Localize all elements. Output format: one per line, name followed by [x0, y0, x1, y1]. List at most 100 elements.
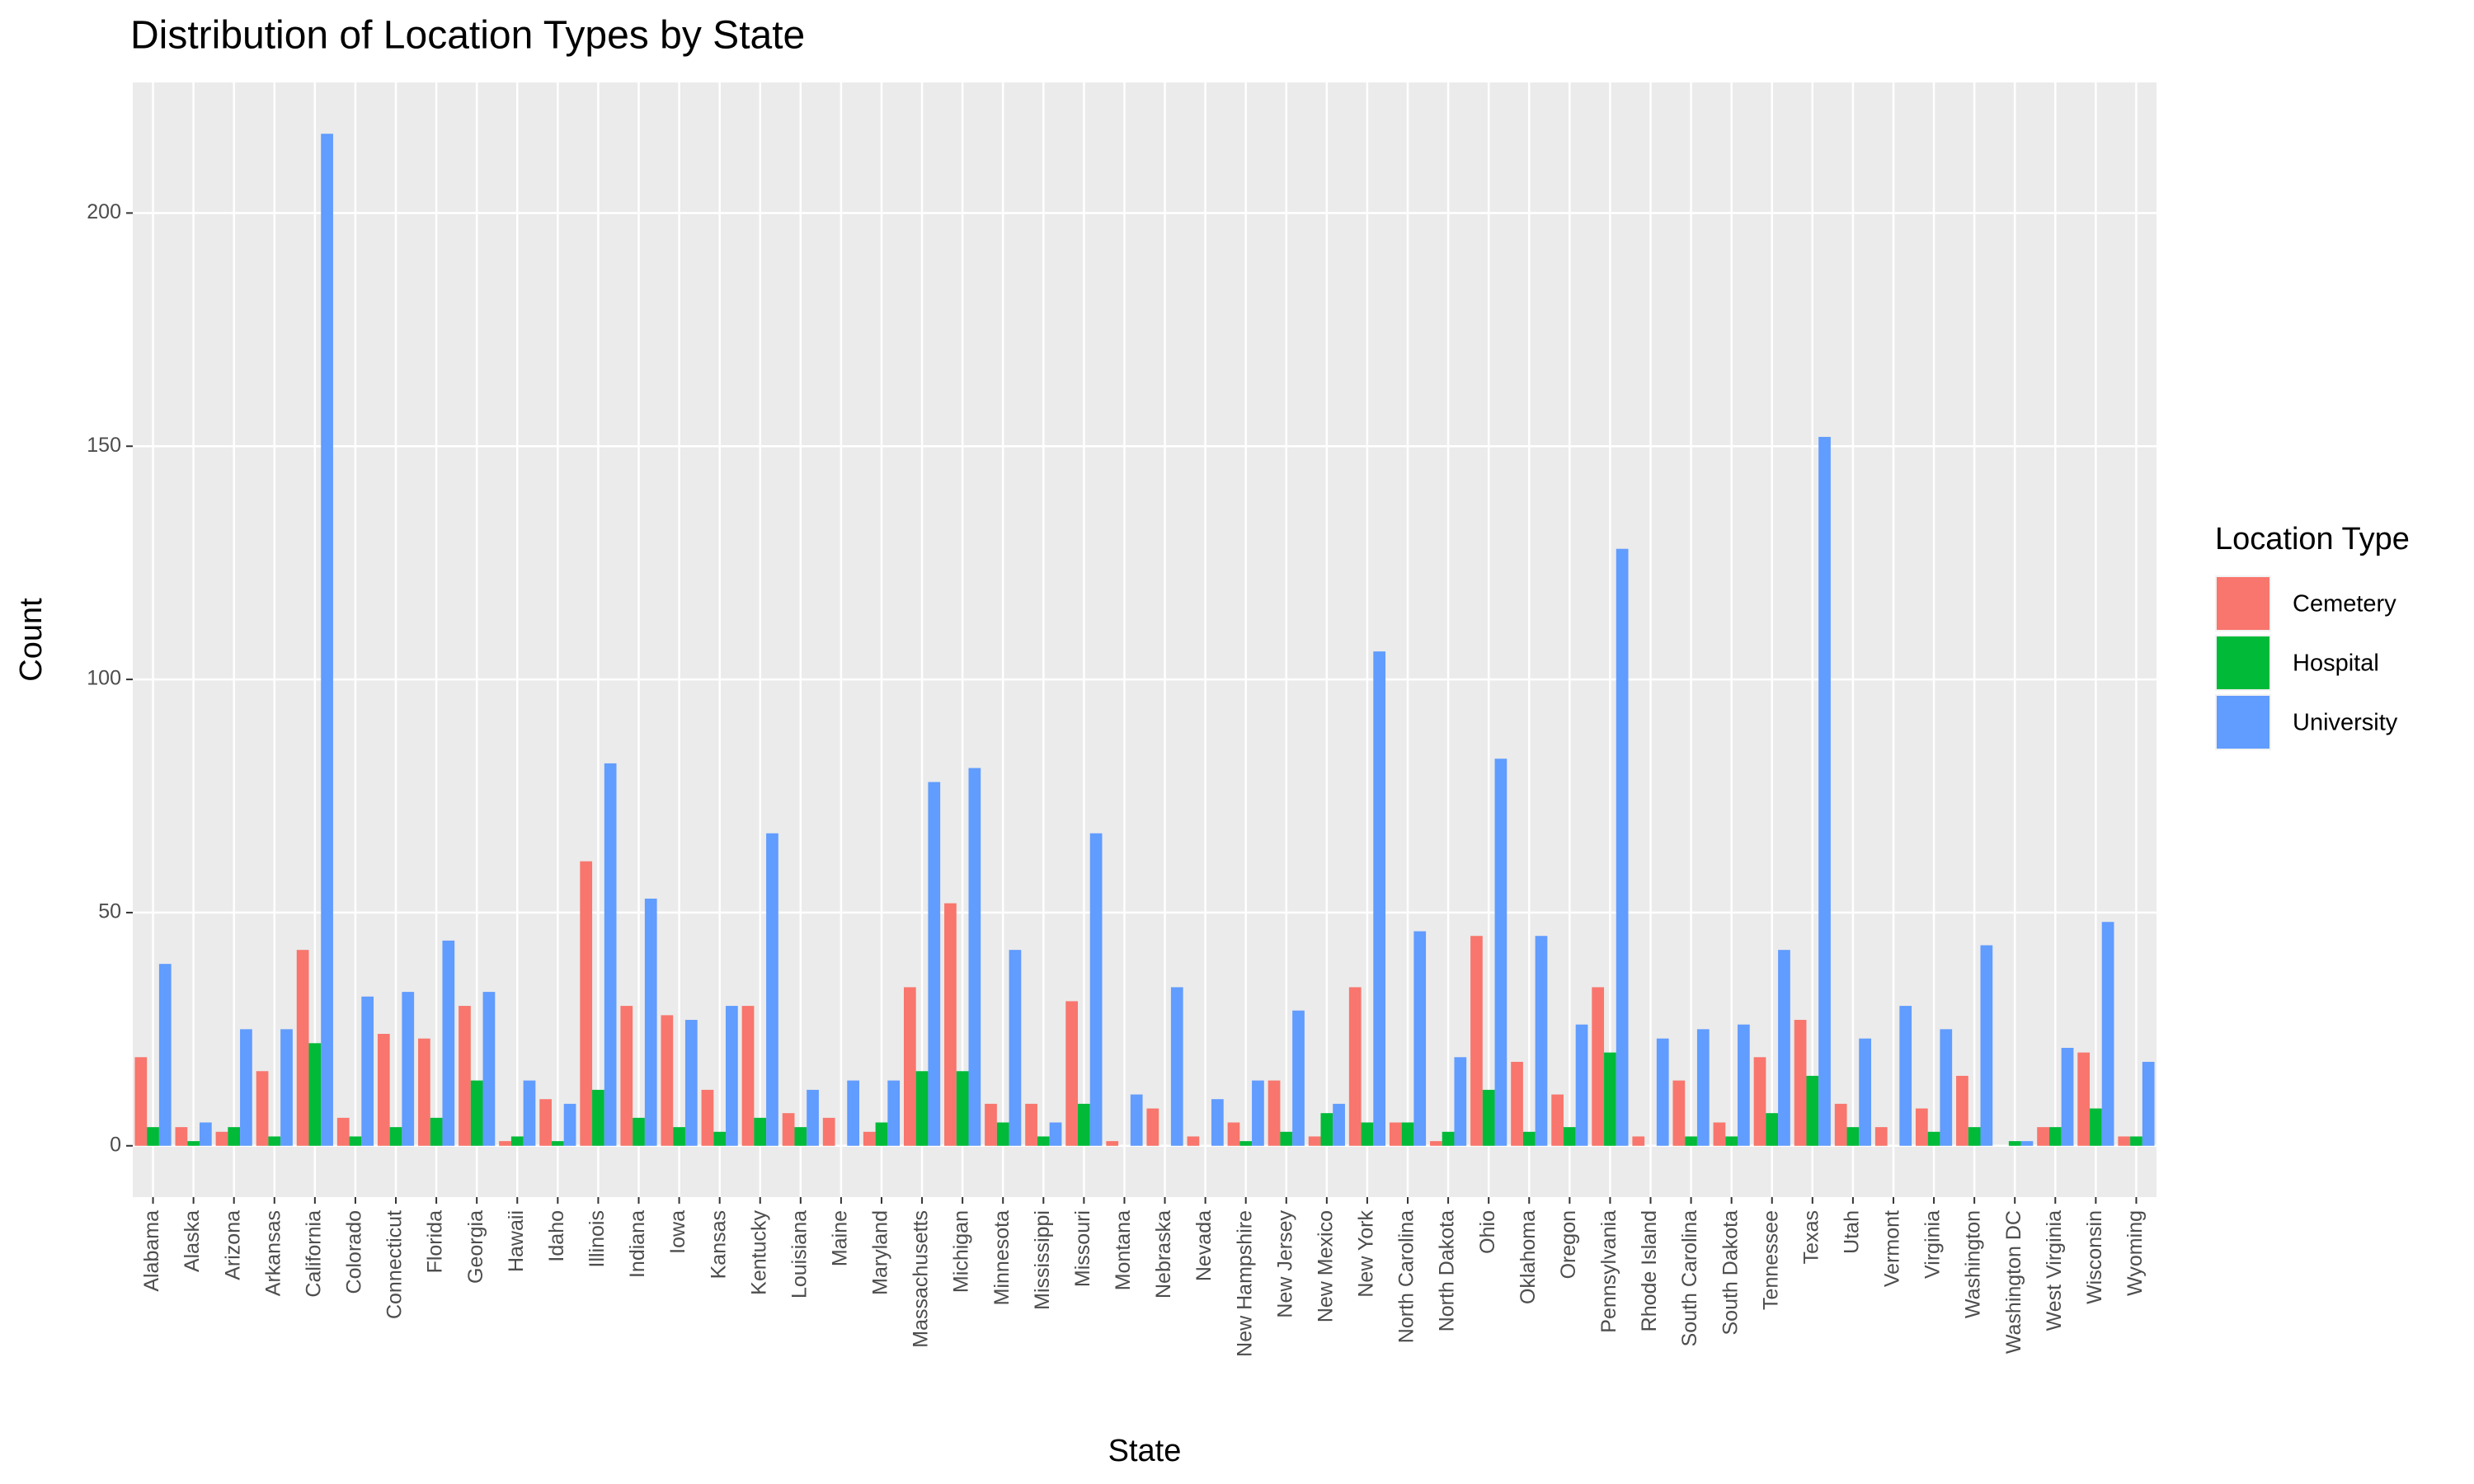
bar [1563, 1127, 1576, 1146]
bar [2077, 1052, 2091, 1146]
bar [1956, 1075, 1968, 1146]
x-tick-label: Iowa [666, 1210, 689, 1254]
x-tick-label: Illinois [586, 1210, 609, 1267]
bar [2142, 1061, 2155, 1146]
bar [1859, 1038, 1871, 1146]
bar [766, 833, 778, 1146]
bar [280, 1029, 293, 1146]
x-tick-label: Kentucky [747, 1210, 770, 1295]
x-tick-label: New Hampshire [1233, 1210, 1256, 1357]
bar [1333, 1103, 1345, 1146]
x-tick-label: New Jersey [1273, 1210, 1296, 1318]
legend-title: Location Type [2215, 522, 2410, 556]
x-tick-label: Indiana [626, 1210, 649, 1278]
bar [158, 964, 172, 1146]
x-tick-label: Kansas [707, 1210, 730, 1279]
bar [2130, 1136, 2142, 1146]
bar [1806, 1075, 1819, 1146]
bar [389, 1127, 402, 1146]
bar [1551, 1094, 1564, 1146]
x-tick-label: Colorado [343, 1210, 366, 1294]
x-tick-label: Hawaii [505, 1210, 528, 1272]
bar [349, 1136, 362, 1146]
bar [470, 1080, 483, 1146]
x-tick-label: Utah [1841, 1210, 1864, 1254]
bar [794, 1127, 807, 1146]
bar [1280, 1131, 1293, 1146]
bar [887, 1080, 901, 1146]
bar [1065, 1001, 1079, 1146]
y-axis-title: Count [14, 598, 49, 682]
bar [402, 992, 415, 1146]
bar [1834, 1103, 1847, 1146]
bar [1753, 1057, 1766, 1146]
bar [1430, 1141, 1442, 1146]
bar [1373, 651, 1386, 1146]
bar [1482, 1089, 1495, 1146]
x-tick-label: South Carolina [1678, 1210, 1701, 1346]
bar [1616, 548, 1629, 1146]
x-tick-label: Florida [424, 1210, 447, 1274]
bar [822, 1117, 835, 1146]
bar [1915, 1108, 1928, 1146]
bar [741, 1006, 755, 1146]
bar [1592, 987, 1605, 1146]
x-tick-label: Washington [1962, 1210, 1985, 1318]
bar [1980, 945, 1993, 1146]
x-tick-label: Wisconsin [2083, 1210, 2106, 1304]
bar [442, 940, 455, 1146]
x-tick-label: Massachusetts [910, 1210, 933, 1348]
x-tick-label: California [302, 1210, 325, 1298]
bar [580, 861, 593, 1146]
bar [2048, 1127, 2062, 1146]
x-tick-label: Connecticut [383, 1210, 407, 1319]
bar [228, 1127, 241, 1146]
bar [1308, 1136, 1321, 1146]
legend-swatch [2217, 636, 2269, 689]
x-tick-label: Georgia [464, 1210, 487, 1284]
bar [1522, 1131, 1536, 1146]
x-tick-label: Louisiana [788, 1210, 811, 1298]
bar [1725, 1136, 1738, 1146]
bar [256, 1071, 269, 1146]
bar [1130, 1094, 1143, 1146]
bar [1899, 1006, 1912, 1146]
x-tick-label: Virginia [1921, 1210, 1945, 1279]
bar [847, 1080, 859, 1146]
bar [807, 1089, 819, 1146]
bar [604, 763, 617, 1146]
bar [1874, 1127, 1888, 1146]
bar [482, 992, 496, 1146]
bar [430, 1117, 443, 1146]
bar [701, 1089, 714, 1146]
bar [1927, 1131, 1940, 1146]
bar [2061, 1047, 2074, 1146]
bar [1494, 758, 1507, 1146]
bar [2008, 1141, 2021, 1146]
bar [1846, 1127, 1860, 1146]
x-tick-label: Nevada [1192, 1210, 1216, 1281]
bar [754, 1117, 767, 1146]
bar [782, 1113, 795, 1146]
x-tick-label: Oklahoma [1517, 1210, 1540, 1304]
bar [1535, 936, 1548, 1146]
x-tick-label: Arkansas [261, 1210, 285, 1296]
bar [2118, 1136, 2131, 1146]
bar [1818, 436, 1831, 1146]
bar [1089, 833, 1103, 1146]
bar [1511, 1061, 1523, 1146]
x-tick-label: Idaho [545, 1210, 568, 1262]
bar [2020, 1141, 2034, 1146]
x-axis-title: State [1108, 1434, 1182, 1468]
x-tick-label: Arizona [221, 1210, 244, 1280]
bar [1348, 987, 1362, 1146]
x-tick-label: Ohio [1476, 1210, 1499, 1254]
x-tick-label: West Virginia [2043, 1210, 2066, 1331]
bar [1696, 1029, 1710, 1146]
bar [539, 1099, 552, 1146]
bar [459, 1006, 471, 1146]
bar [1766, 1113, 1779, 1146]
x-tick-label: South Dakota [1719, 1210, 1742, 1336]
bar [944, 903, 957, 1146]
